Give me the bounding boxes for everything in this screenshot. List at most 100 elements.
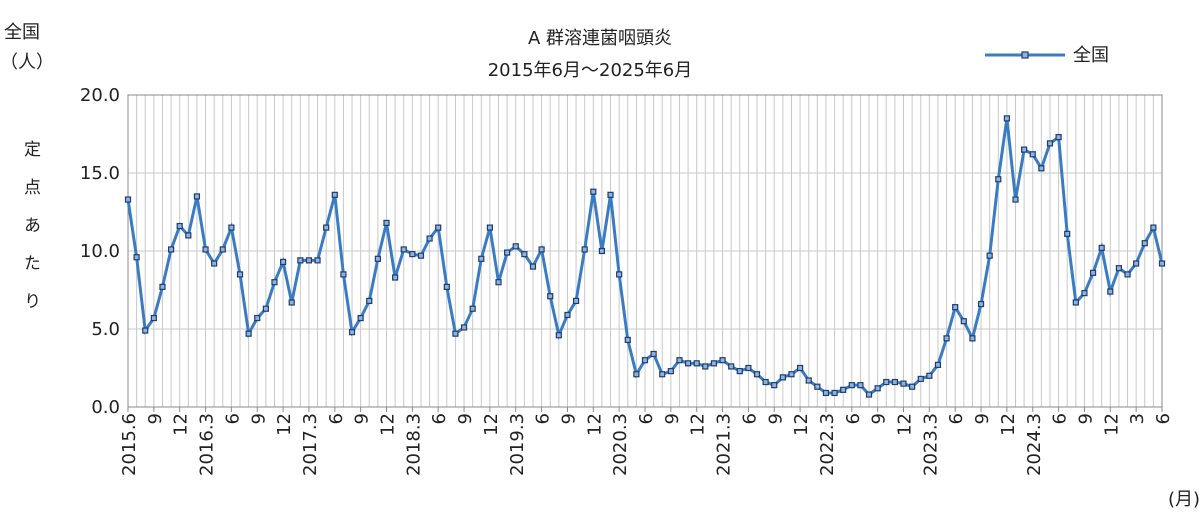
y-tick-label: 0.0 bbox=[91, 397, 120, 418]
point-marker bbox=[779, 374, 786, 381]
x-tick-label: 12 bbox=[895, 413, 916, 436]
point-marker bbox=[1089, 269, 1097, 276]
point-marker bbox=[909, 383, 916, 390]
point-marker bbox=[822, 389, 830, 397]
point-marker bbox=[254, 314, 261, 322]
x-tick-label: 12 bbox=[584, 413, 605, 436]
x-tick-label: 9 bbox=[455, 413, 476, 424]
point-marker bbox=[555, 332, 562, 339]
point-marker bbox=[1141, 240, 1148, 247]
point-marker bbox=[245, 330, 252, 337]
point-marker bbox=[624, 336, 631, 344]
point-marker bbox=[486, 224, 493, 231]
point-marker bbox=[460, 324, 468, 331]
x-tick-label: 6 bbox=[636, 413, 657, 424]
point-marker bbox=[305, 257, 313, 264]
point-marker bbox=[1064, 230, 1071, 237]
point-marker bbox=[684, 360, 692, 367]
chart-title: A 群溶連菌咽頭炎 bbox=[528, 28, 672, 49]
y-tick-label: 10.0 bbox=[80, 241, 120, 262]
x-tick-label: 2018.3 bbox=[403, 413, 424, 476]
point-marker bbox=[728, 363, 735, 370]
point-marker bbox=[271, 279, 278, 286]
point-marker bbox=[986, 252, 993, 259]
x-tick-label: 2023.3 bbox=[920, 413, 941, 476]
point-marker bbox=[762, 378, 769, 386]
point-marker bbox=[977, 300, 985, 308]
point-marker bbox=[753, 371, 761, 378]
x-tick-label: 9 bbox=[972, 413, 993, 424]
chart-subtitle: 2015年6月～2025年6月 bbox=[488, 60, 693, 81]
point-marker bbox=[831, 389, 838, 397]
x-tick-label: 6 bbox=[1153, 413, 1174, 424]
y-axis-label: 全国 bbox=[4, 22, 40, 43]
point-marker bbox=[142, 327, 149, 334]
x-tick-label: 12 bbox=[378, 413, 399, 436]
point-marker bbox=[607, 191, 614, 198]
point-marker bbox=[185, 232, 192, 239]
y-tick-label: 15.0 bbox=[80, 163, 120, 184]
point-marker bbox=[943, 335, 950, 342]
point-marker bbox=[693, 360, 700, 367]
y-tick-label: 20.0 bbox=[80, 85, 120, 106]
x-tick-label: 9 bbox=[352, 413, 373, 424]
point-marker bbox=[788, 371, 795, 378]
point-marker bbox=[771, 382, 778, 389]
point-marker bbox=[581, 246, 588, 253]
point-marker bbox=[667, 368, 674, 375]
point-marker bbox=[840, 386, 847, 393]
point-marker bbox=[934, 361, 942, 368]
point-marker bbox=[745, 364, 752, 372]
point-marker bbox=[1150, 224, 1157, 231]
point-marker bbox=[366, 297, 373, 305]
point-marker bbox=[452, 330, 459, 337]
point-marker bbox=[616, 271, 623, 278]
point-marker bbox=[409, 251, 416, 258]
point-marker bbox=[374, 255, 381, 262]
point-marker bbox=[719, 357, 726, 364]
x-axis-unit: (月) bbox=[1168, 489, 1199, 510]
point-marker bbox=[641, 357, 649, 364]
x-tick-label: 2024.3 bbox=[1024, 413, 1045, 476]
x-tick-label: 2016.3 bbox=[197, 413, 218, 476]
x-tick-label: 12 bbox=[274, 413, 295, 436]
point-marker bbox=[133, 254, 140, 261]
point-marker bbox=[633, 371, 640, 378]
x-tick-label: 6 bbox=[429, 413, 450, 424]
point-marker bbox=[521, 251, 528, 258]
point-marker bbox=[159, 283, 166, 290]
point-marker bbox=[960, 318, 967, 325]
point-marker bbox=[1046, 140, 1054, 147]
point-marker bbox=[280, 258, 287, 266]
x-tick-label: 6 bbox=[1050, 413, 1071, 424]
point-marker bbox=[995, 176, 1002, 183]
point-marker bbox=[383, 219, 390, 227]
point-marker bbox=[288, 299, 295, 306]
point-marker bbox=[426, 235, 433, 242]
legend-marker bbox=[1021, 51, 1029, 59]
x-tick-label: 12 bbox=[791, 413, 812, 436]
point-marker bbox=[1081, 290, 1088, 297]
point-marker bbox=[228, 224, 235, 231]
point-marker bbox=[202, 246, 209, 253]
point-marker bbox=[357, 314, 364, 322]
x-tick-label: 12 bbox=[481, 413, 502, 436]
y-axis-title: 定点あたり bbox=[20, 140, 40, 330]
x-tick-label: 2020.3 bbox=[610, 413, 631, 476]
point-marker bbox=[1158, 260, 1166, 267]
legend-label: 全国 bbox=[1073, 45, 1109, 66]
point-marker bbox=[710, 360, 718, 367]
point-marker bbox=[176, 222, 183, 230]
point-marker bbox=[538, 246, 545, 253]
point-marker bbox=[848, 382, 855, 389]
point-marker bbox=[340, 271, 347, 278]
x-tick-label: 2021.3 bbox=[714, 413, 735, 476]
point-marker bbox=[236, 271, 244, 278]
point-marker bbox=[969, 335, 976, 342]
point-marker bbox=[659, 371, 666, 378]
point-marker bbox=[900, 380, 907, 387]
point-marker bbox=[598, 247, 606, 255]
point-marker bbox=[504, 249, 511, 256]
point-marker bbox=[1133, 260, 1140, 267]
